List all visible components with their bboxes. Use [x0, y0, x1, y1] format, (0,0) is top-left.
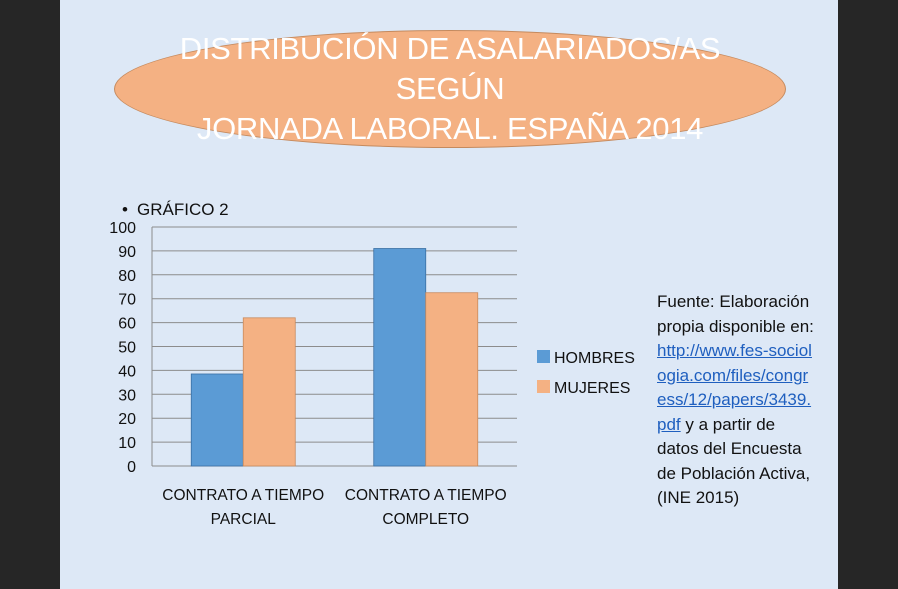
slide-title: DISTRIBUCIÓN DE ASALARIADOS/AS SEGÚN JOR… — [140, 29, 760, 149]
bar-mujeres-0 — [242, 317, 296, 467]
source-prefix: Fuente: Elaboración propia disponible en… — [657, 292, 814, 336]
bar-mujeres-1 — [425, 292, 479, 467]
legend-label-hombres: HOMBRES — [554, 350, 635, 367]
y-tick-label: 90 — [118, 244, 136, 261]
chart-title-bullet: • — [122, 200, 128, 219]
y-tick-label: 80 — [118, 268, 136, 285]
bar-hombres-0 — [190, 373, 244, 467]
y-tick-label: 20 — [118, 411, 136, 428]
y-tick-label: 70 — [118, 292, 136, 309]
bar-hombres-1 — [373, 248, 427, 467]
x-category-label: COMPLETO — [382, 511, 469, 528]
title-line-1: DISTRIBUCIÓN DE ASALARIADOS/AS SEGÚN — [179, 31, 721, 106]
legend-label-mujeres: MUJERES — [554, 380, 630, 397]
y-tick-label: 10 — [118, 435, 136, 452]
y-tick-label: 60 — [118, 316, 136, 333]
x-category-label: CONTRATO A TIEMPO — [345, 487, 507, 504]
y-tick-label: 0 — [127, 459, 136, 476]
source-suffix: y a partir de datos del Encuesta de Pobl… — [657, 414, 811, 508]
chart-title: GRÁFICO 2 — [137, 200, 229, 219]
source-link[interactable]: http://www.fes-sociologia.com/files/cong… — [657, 341, 812, 434]
x-category-label: CONTRATO A TIEMPO — [162, 487, 324, 504]
title-line-2: JORNADA LABORAL. ESPAÑA 2014 — [196, 111, 704, 146]
x-category-label: PARCIAL — [211, 511, 277, 528]
legend-swatch-hombres — [537, 350, 550, 363]
legend-swatch-mujeres — [537, 380, 550, 393]
y-tick-label: 100 — [109, 220, 136, 237]
y-tick-label: 40 — [118, 363, 136, 380]
title-ellipse: DISTRIBUCIÓN DE ASALARIADOS/AS SEGÚN JOR… — [114, 30, 786, 148]
y-tick-label: 30 — [118, 387, 136, 404]
source-note: Fuente: Elaboración propia disponible en… — [657, 290, 817, 511]
y-tick-label: 50 — [118, 340, 136, 357]
